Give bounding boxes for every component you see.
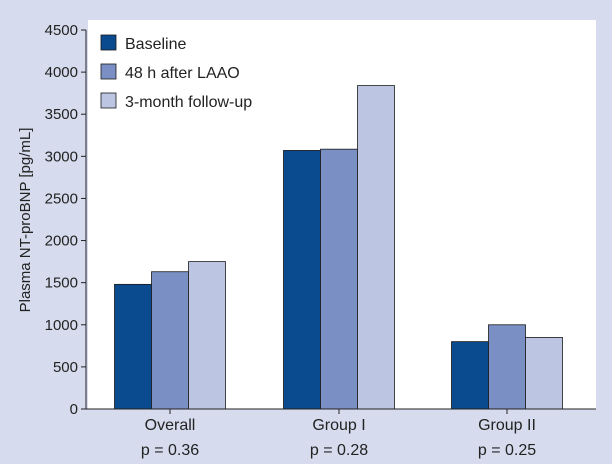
bar-2-2 <box>320 148 358 410</box>
x-category-sublabel: p = 0.25 <box>478 442 536 459</box>
y-tick-label: 0 <box>70 401 78 418</box>
y-tick-label: 3500 <box>45 106 78 123</box>
y-tick-label: 1000 <box>45 317 78 334</box>
legend-swatch-2 <box>100 63 117 80</box>
legend-label-1: Baseline <box>125 36 186 53</box>
y-tick-label: 4500 <box>45 22 78 39</box>
legend-label-3: 3-month follow-up <box>125 94 252 111</box>
bar-3-3 <box>525 337 563 410</box>
y-tick-label: 2000 <box>45 233 78 250</box>
bar-2-3 <box>488 324 526 410</box>
bar-1-2 <box>283 150 321 410</box>
y-tick-label: 500 <box>53 359 78 376</box>
bar-3-1 <box>188 261 226 410</box>
x-category-label: Group II <box>478 417 536 434</box>
y-tick-label: 4000 <box>45 64 78 81</box>
x-category-sublabel: p = 0.28 <box>310 442 368 459</box>
bar-3-2 <box>357 85 395 410</box>
legend-swatch-3 <box>100 92 117 109</box>
x-category-label: Group I <box>312 417 365 434</box>
y-tick-label: 1500 <box>45 275 78 292</box>
y-tick-label: 2500 <box>45 190 78 207</box>
legend-label-2: 48 h after LAAO <box>125 65 240 82</box>
y-tick-label: 3000 <box>45 148 78 165</box>
legend-swatch-1 <box>100 34 117 51</box>
x-category-label: Overall <box>145 417 196 434</box>
y-axis-label: Plasma NT-proBNP [pg/mL] <box>17 128 34 313</box>
x-category-sublabel: p = 0.36 <box>141 442 199 459</box>
bar-1-3 <box>451 341 489 410</box>
bar-1-1 <box>114 283 152 410</box>
bar-2-1 <box>151 271 189 410</box>
